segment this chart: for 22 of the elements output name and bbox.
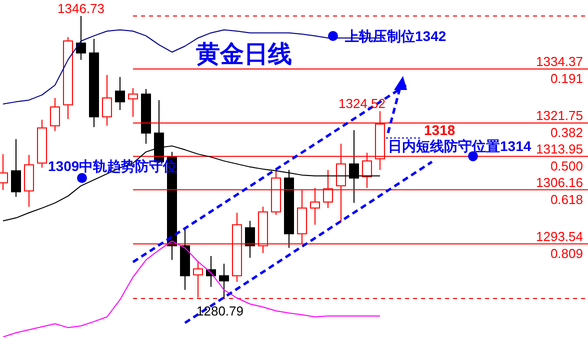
ref-line-label: 1334.37 xyxy=(536,54,583,69)
annotation: 0.618 xyxy=(550,192,583,207)
ref-line-label: 1293.54 xyxy=(536,228,583,244)
candlestick xyxy=(11,138,21,198)
annotation: 0.191 xyxy=(550,70,583,86)
annotation: 0.382 xyxy=(550,125,583,140)
candlestick xyxy=(245,220,255,258)
annotation: 0.500 xyxy=(550,158,583,174)
candlestick xyxy=(219,263,229,299)
annotation: 日内短线防守位置1314 xyxy=(388,138,532,154)
candlestick xyxy=(50,97,60,132)
annotation: 1346.73 xyxy=(58,1,104,16)
candlestick xyxy=(128,88,138,118)
text: 黄金日线 xyxy=(196,40,292,70)
annotation: 1318 xyxy=(424,122,456,138)
ref-line-label: 1306.16 xyxy=(536,174,583,190)
candlestick xyxy=(76,16,86,60)
candlestick xyxy=(102,74,112,126)
candlestick xyxy=(115,76,125,110)
ref-line-label: 1313.95 xyxy=(536,141,583,156)
annotation: 0.809 xyxy=(550,246,583,261)
ref-line-label: 1321.75 xyxy=(536,108,583,124)
